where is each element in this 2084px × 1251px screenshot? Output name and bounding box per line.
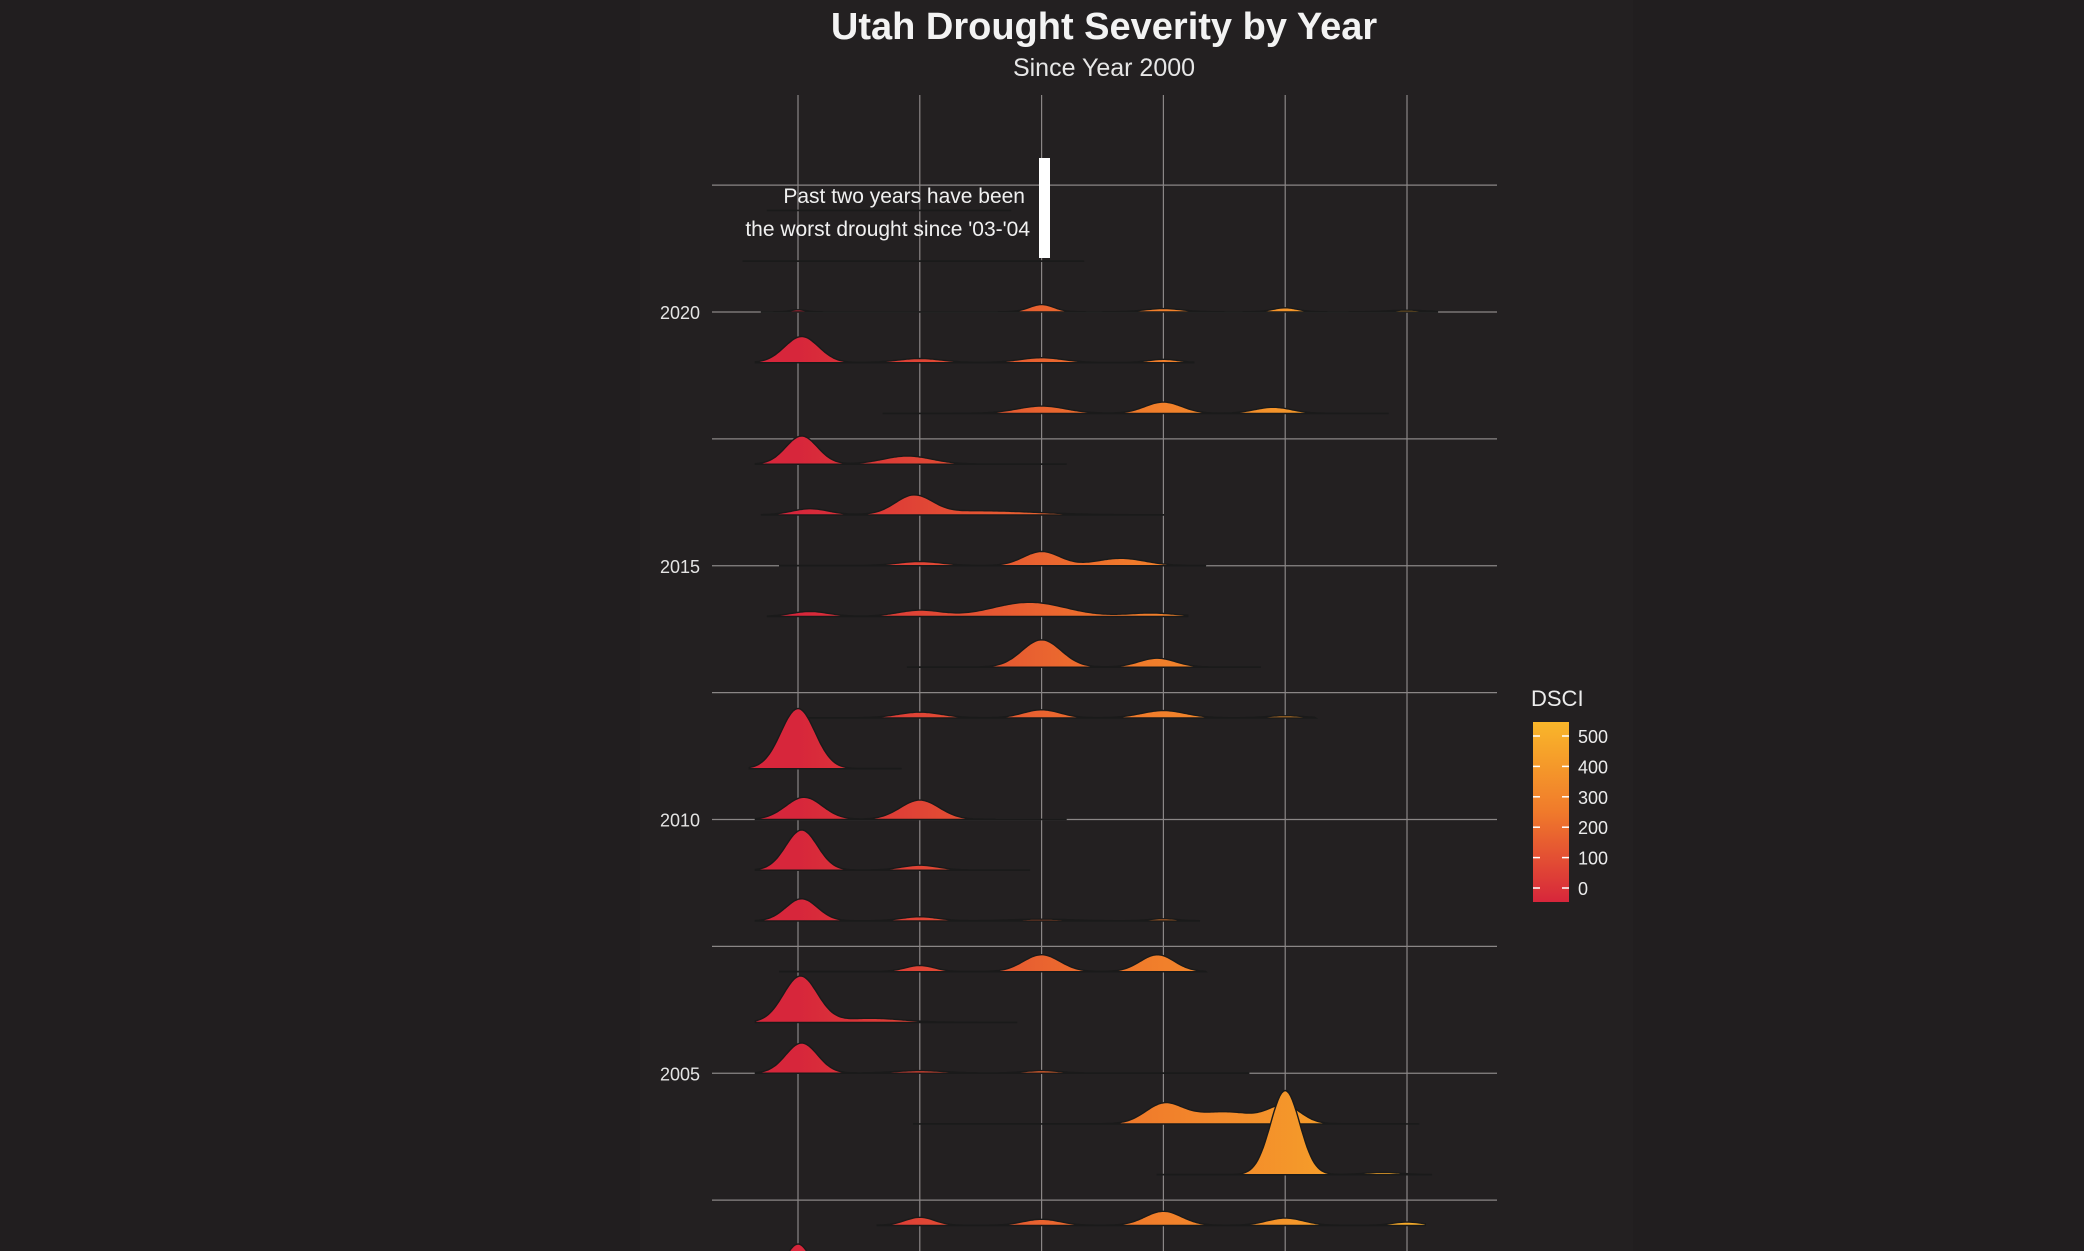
ridge-2005 [754,1042,1250,1074]
ridge-2002 [876,1210,1426,1227]
y-tick-label-2020: 2020 [660,303,700,323]
ridge-2020 [760,303,1439,313]
ridge-2010 [754,796,1067,821]
ridge-2011 [748,707,902,770]
y-axis: 2020 2015 2010 2005 [660,303,700,1084]
legend-title: DSCI [1531,686,1584,711]
annotation-bracket [1039,158,1050,258]
ridge-2019 [754,335,1195,364]
ridge-2001 [788,1243,808,1251]
ridge-2007 [779,953,1208,973]
left-page-margin [0,0,640,1251]
y-tick-label-2015: 2015 [660,557,700,577]
grid-lines [712,95,1497,1251]
ridge-2012 [791,709,1319,719]
legend-tick-label-0: 0 [1578,879,1588,899]
ridge-2009 [754,829,1031,871]
legend-tick-label-200: 200 [1578,818,1608,838]
ridge-2014 [766,601,1189,618]
annotation-line-1: Past two years have been [783,185,1025,208]
legend-tick-label-500: 500 [1578,727,1608,747]
ridge-2016 [760,494,1165,516]
annotation: Past two years have been the worst droug… [745,158,1050,258]
y-tick-label-2010: 2010 [660,811,700,831]
annotation-line-2: the worst drought since '03-'04 [745,218,1030,241]
ridge-2008 [754,898,1201,922]
legend-tick-label-400: 400 [1578,757,1608,777]
ridge-2018 [882,401,1389,415]
ridge-2003 [1156,1089,1433,1176]
legend-tick-label-100: 100 [1578,849,1608,869]
ridge-2004 [913,1101,1420,1125]
ridge-2015 [779,550,1207,567]
ridge-2006 [754,975,1018,1024]
chart-title: Utah Drought Severity by Year [830,6,1378,48]
ridge-2017 [754,435,1067,465]
right-page-margin [1633,0,2084,1251]
ridge-2013 [906,639,1262,668]
legend-tick-label-300: 300 [1578,788,1608,808]
chart-subtitle: Since Year 2000 [1012,54,1196,82]
legend: DSCI 500 400 300 200 100 0 [1531,686,1608,902]
legend-ticks: 500 400 300 200 100 0 [1533,727,1608,899]
legend-colorbar [1533,722,1569,902]
ridges [742,209,1439,1251]
y-tick-label-2005: 2005 [660,1064,700,1084]
